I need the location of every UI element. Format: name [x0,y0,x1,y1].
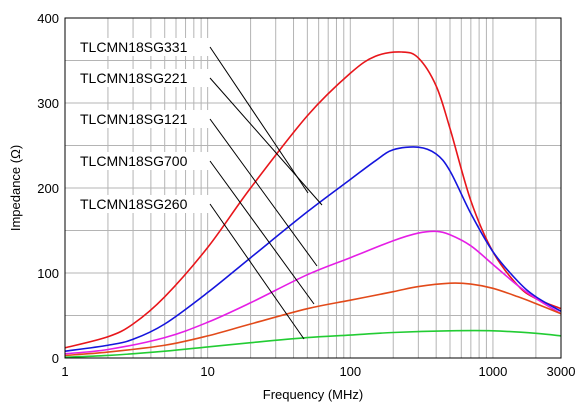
y-tick-label: 0 [52,351,59,366]
leader-line [209,160,315,305]
tick-labels: 1 10 100 1000 3000 0 100 200 300 400 [37,11,575,379]
x-tick-label: 1000 [478,364,507,379]
series-line-TLCMN18SG121 [64,230,562,355]
x-tick-label: 100 [339,364,361,379]
series-line-TLCMN18SG221 [64,146,562,352]
x-axis-title: Frequency (MHz) [263,387,363,402]
y-tick-label: 300 [37,96,59,111]
series-label-bg [77,195,209,213]
series-line-TLCMN18SG260 [64,329,562,358]
series-label-bg [77,69,209,87]
series-labels: TLCMN18SG331 TLCMN18SG221 TLCMN18SG121 TLCM… [77,38,323,340]
leader-line [209,77,323,206]
y-axis-title: Impedance (Ω) [8,145,23,231]
series-label-TLCMN18SG221: TLCMN18SG221 [80,70,188,86]
series-label-bg [77,38,209,56]
series-label-TLCMN18SG121: TLCMN18SG121 [80,111,188,127]
x-tick-label: 1 [61,364,68,379]
series-group [64,51,562,358]
series-line-TLCMN18SG700 [64,282,562,357]
series-label-TLCMN18SG331: TLCMN18SG331 [80,39,188,55]
leader-line [209,118,318,267]
series-label-bg [77,152,209,170]
x-tick-label: 3000 [547,364,576,379]
leader-line [209,203,305,340]
leader-line [209,46,309,194]
series-label-TLCMN18SG700: TLCMN18SG700 [80,153,188,169]
series-label-TLCMN18SG260: TLCMN18SG260 [80,196,188,212]
y-tick-label: 100 [37,266,59,281]
x-tick-label: 10 [200,364,214,379]
y-tick-label: 200 [37,181,59,196]
y-tick-label: 400 [37,11,59,26]
series-label-bg [77,110,209,128]
plot-frame [64,17,562,359]
